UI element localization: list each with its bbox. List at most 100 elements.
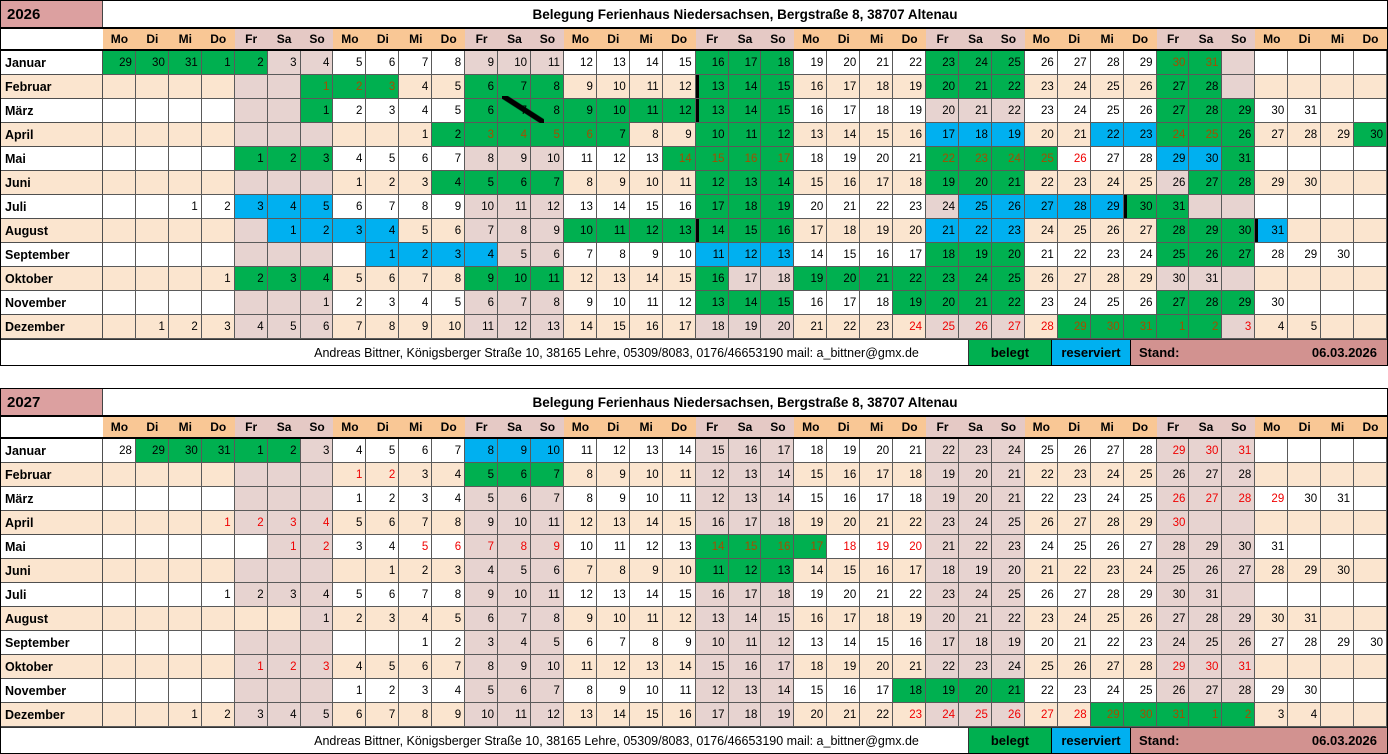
empty-cell [103,607,136,631]
day-cell: 22 [1057,243,1091,267]
day-cell: 12 [563,511,597,535]
day-cell: 1 [366,243,400,267]
day-cell: 14 [728,607,762,631]
day-cell: 7 [530,679,564,703]
empty-cell [201,655,235,679]
empty-cell [234,219,268,243]
day-cell: 4 [300,51,334,75]
weekday-header: Fr [695,417,729,439]
empty-cell [267,171,301,195]
empty-cell [135,607,169,631]
day-cell: 16 [761,219,795,243]
day-cell: 16 [695,267,729,291]
empty-cell [168,267,202,291]
empty-cell [1354,267,1387,291]
day-cell: 18 [860,607,894,631]
day-cell: 5 [267,315,301,339]
day-cell: 15 [629,195,663,219]
month-label: September [1,243,103,267]
day-cell: 9 [563,75,597,99]
empty-cell [267,631,301,655]
empty-cell [1321,511,1355,535]
empty-cell [168,123,202,147]
day-cell: 27 [1057,51,1091,75]
day-cell: 26 [1057,655,1091,679]
empty-cell [1354,703,1387,727]
day-cell: 26 [1189,559,1223,583]
day-cell: 4 [1255,315,1289,339]
day-cell: 25 [991,583,1025,607]
day-cell: 19 [728,315,762,339]
day-cell: 25 [1156,243,1190,267]
day-cell: 5 [432,99,466,123]
day-cell: 27 [1189,463,1223,487]
day-cell: 4 [234,315,268,339]
weekday-header: Sa [498,417,531,439]
day-cell: 7 [333,315,367,339]
day-cell: 7 [530,487,564,511]
day-cell: 2 [1189,315,1223,339]
day-cell: 30 [1090,315,1124,339]
day-cell: 30 [1156,511,1190,535]
day-cell: 29 [1255,171,1289,195]
day-cell: 2 [300,535,334,559]
day-cell: 21 [1024,243,1058,267]
empty-cell [168,487,202,511]
day-cell: 2 [300,219,334,243]
day-cell: 28 [1222,679,1256,703]
day-cell: 4 [432,679,466,703]
day-cell: 20 [926,99,959,123]
day-cell: 20 [1024,123,1058,147]
day-cell: 10 [530,147,564,171]
day-cell: 21 [827,703,861,727]
day-cell: 10 [596,75,630,99]
day-cell: 19 [991,631,1025,655]
day-cell: 16 [728,147,762,171]
day-cell: 27 [1024,195,1058,219]
day-cell: 8 [596,559,630,583]
day-cell: 1 [135,315,169,339]
day-cell: 2 [1222,703,1256,727]
empty-cell [1321,439,1355,463]
weekday-header: Di [135,29,169,51]
day-cell: 6 [366,267,400,291]
day-cell: 20 [860,655,894,679]
empty-cell [1288,583,1322,607]
day-cell: 9 [596,463,630,487]
day-cell: 27 [1090,147,1124,171]
day-cell: 19 [893,99,927,123]
stand-label: Stand: [1139,345,1180,360]
contact-info: Andreas Bittner, Königsberger Straße 10,… [1,728,969,753]
stand-date: 06.03.2026 [1311,345,1377,360]
day-cell: 18 [761,511,795,535]
day-cell: 7 [399,267,433,291]
empty-cell [168,99,202,123]
empty-cell [103,219,136,243]
day-cell: 23 [1024,291,1058,315]
calendar-gap [0,366,1388,388]
day-cell: 25 [958,195,992,219]
day-cell: 25 [1123,463,1157,487]
day-cell: 23 [1057,679,1091,703]
day-cell: 15 [596,315,630,339]
empty-cell [234,463,268,487]
day-cell: 29 [1222,607,1256,631]
weekday-header: So [991,417,1025,439]
day-cell: 24 [958,511,992,535]
day-cell: 4 [300,583,334,607]
day-cell: 9 [563,291,597,315]
day-cell: 22 [1024,487,1058,511]
day-cell: 30 [1354,631,1387,655]
day-cell: 29 [1255,679,1289,703]
day-cell: 27 [1189,679,1223,703]
empty-cell [103,487,136,511]
day-cell: 29 [1156,439,1190,463]
empty-cell [1354,535,1387,559]
day-cell: 12 [530,195,564,219]
day-cell: 26 [1156,487,1190,511]
empty-cell [201,679,235,703]
empty-cell [1321,655,1355,679]
day-cell: 8 [596,243,630,267]
empty-cell [267,679,301,703]
day-cell: 24 [991,655,1025,679]
